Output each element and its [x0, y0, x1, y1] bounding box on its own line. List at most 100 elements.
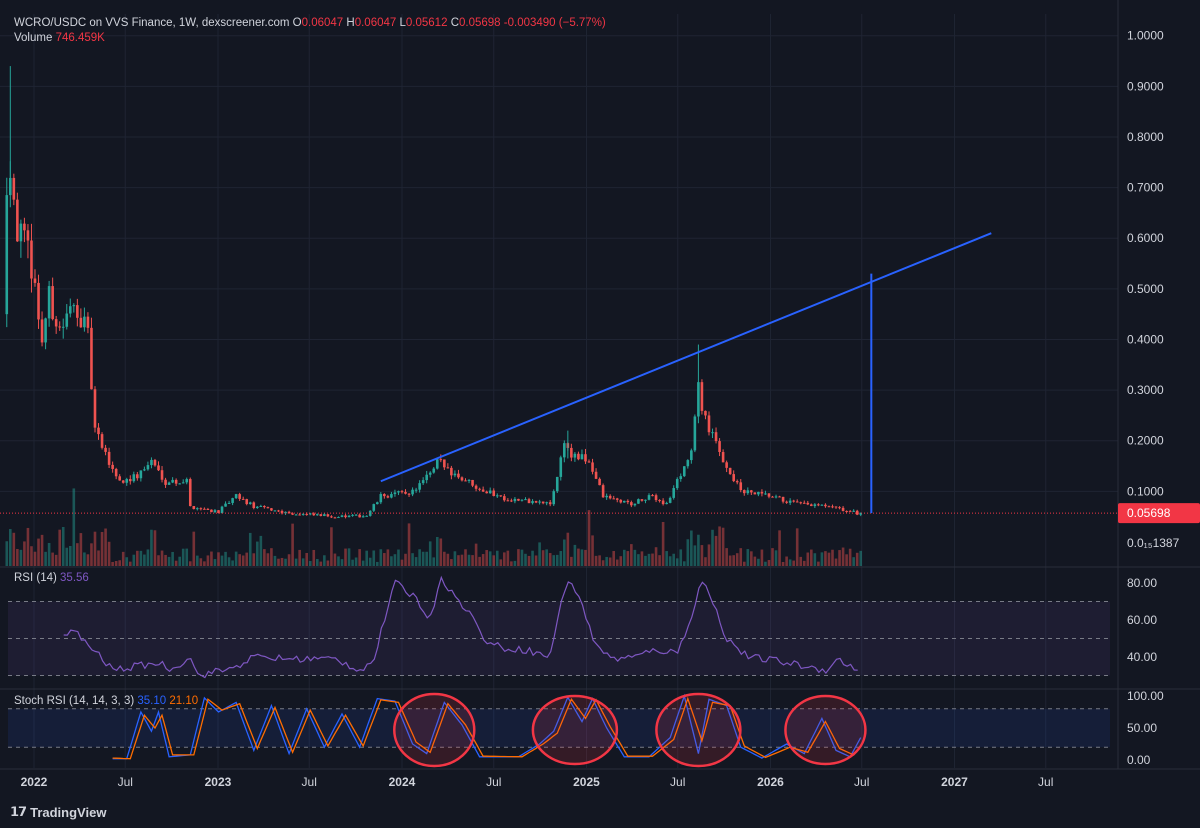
- candle-body[interactable]: [414, 489, 418, 491]
- candle-body[interactable]: [252, 502, 256, 509]
- candle-body[interactable]: [323, 514, 326, 517]
- candle-body[interactable]: [231, 498, 234, 503]
- candle-body[interactable]: [284, 511, 287, 514]
- tradingview-logo[interactable]: 𝟭𝟳 TradingView: [10, 804, 106, 820]
- candle-body[interactable]: [577, 453, 580, 460]
- candle-body[interactable]: [107, 451, 111, 465]
- candle-body[interactable]: [771, 496, 774, 498]
- candle-body[interactable]: [298, 514, 301, 516]
- candle-body[interactable]: [245, 499, 249, 505]
- candle-body[interactable]: [192, 506, 196, 510]
- candle-body[interactable]: [834, 506, 838, 508]
- candle-body[interactable]: [630, 502, 633, 506]
- candle-body[interactable]: [464, 480, 467, 482]
- candle-body[interactable]: [203, 508, 206, 510]
- candle-body[interactable]: [810, 504, 813, 507]
- candle-body[interactable]: [848, 511, 852, 513]
- candle-body[interactable]: [626, 500, 630, 503]
- candle-body[interactable]: [47, 286, 51, 319]
- candle-body[interactable]: [287, 511, 291, 514]
- candle-body[interactable]: [615, 498, 619, 500]
- candle-body[interactable]: [538, 501, 541, 503]
- candle-body[interactable]: [224, 503, 227, 507]
- candle-body[interactable]: [675, 479, 679, 489]
- candle-body[interactable]: [728, 467, 732, 475]
- candle-body[interactable]: [478, 488, 481, 490]
- candle-body[interactable]: [270, 508, 273, 511]
- candle-body[interactable]: [742, 490, 746, 494]
- candle-body[interactable]: [93, 389, 97, 428]
- candle-body[interactable]: [559, 457, 563, 477]
- candle-body[interactable]: [26, 230, 30, 241]
- candle-body[interactable]: [90, 327, 93, 390]
- candle-body[interactable]: [174, 479, 178, 484]
- candle-body[interactable]: [686, 460, 690, 467]
- candle-body[interactable]: [697, 382, 700, 417]
- candle-body[interactable]: [51, 286, 54, 320]
- candle-body[interactable]: [178, 483, 181, 485]
- candle-body[interactable]: [481, 489, 485, 492]
- candle-body[interactable]: [337, 517, 340, 519]
- candle-body[interactable]: [601, 485, 605, 498]
- candle-body[interactable]: [665, 502, 668, 505]
- candle-body[interactable]: [291, 513, 294, 515]
- candle-body[interactable]: [555, 476, 559, 492]
- candle-body[interactable]: [273, 510, 277, 512]
- candle-body[interactable]: [164, 479, 167, 485]
- candle-body[interactable]: [640, 499, 644, 501]
- candle-body[interactable]: [517, 498, 520, 501]
- candle-body[interactable]: [125, 479, 129, 483]
- candle-body[interactable]: [658, 500, 661, 502]
- candle-body[interactable]: [831, 506, 834, 508]
- candle-body[interactable]: [591, 462, 594, 472]
- candle-body[interactable]: [584, 454, 587, 462]
- candle-body[interactable]: [714, 432, 718, 442]
- candle-body[interactable]: [390, 494, 393, 498]
- candle-body[interactable]: [326, 514, 330, 517]
- candle-body[interactable]: [644, 499, 647, 501]
- candle-body[interactable]: [552, 491, 556, 505]
- candle-body[interactable]: [679, 476, 683, 480]
- price-candles[interactable]: [0, 66, 1118, 519]
- candle-body[interactable]: [333, 517, 337, 519]
- candle-body[interactable]: [365, 515, 369, 517]
- candle-body[interactable]: [30, 240, 33, 279]
- candle-body[interactable]: [838, 507, 841, 509]
- candle-body[interactable]: [121, 480, 125, 483]
- candle-body[interactable]: [824, 504, 827, 507]
- candle-body[interactable]: [488, 490, 492, 494]
- candle-body[interactable]: [136, 474, 139, 479]
- candle-body[interactable]: [210, 509, 213, 513]
- candle-body[interactable]: [157, 465, 160, 471]
- candle-body[interactable]: [256, 506, 259, 509]
- candle-body[interactable]: [312, 513, 316, 516]
- highlight-circle[interactable]: [784, 694, 867, 766]
- candle-body[interactable]: [471, 479, 474, 486]
- candle-body[interactable]: [104, 447, 107, 452]
- candle-body[interactable]: [65, 313, 69, 327]
- candle-body[interactable]: [707, 415, 711, 433]
- trendline-drawings[interactable]: [380, 232, 992, 514]
- candle-body[interactable]: [813, 504, 817, 507]
- candle-body[interactable]: [206, 508, 210, 510]
- candle-body[interactable]: [672, 488, 676, 498]
- candle-body[interactable]: [545, 502, 548, 504]
- candle-body[interactable]: [132, 474, 136, 482]
- candle-body[interactable]: [474, 485, 478, 489]
- candle-body[interactable]: [397, 491, 400, 493]
- candle-body[interactable]: [167, 482, 171, 485]
- candle-body[interactable]: [450, 467, 453, 476]
- candle-body[interactable]: [774, 496, 778, 498]
- candle-body[interactable]: [411, 489, 414, 495]
- candle-body[interactable]: [266, 507, 270, 509]
- candle-body[interactable]: [44, 318, 47, 343]
- candle-body[interactable]: [573, 453, 577, 458]
- candle-body[interactable]: [118, 476, 121, 481]
- candle-body[interactable]: [845, 510, 848, 512]
- stoch-d-line[interactable]: [112, 696, 862, 760]
- candle-body[interactable]: [499, 495, 503, 497]
- stoch-rsi-pane[interactable]: [8, 692, 1110, 768]
- candle-body[interactable]: [594, 471, 598, 479]
- candle-body[interactable]: [234, 494, 238, 499]
- candle-body[interactable]: [72, 305, 76, 307]
